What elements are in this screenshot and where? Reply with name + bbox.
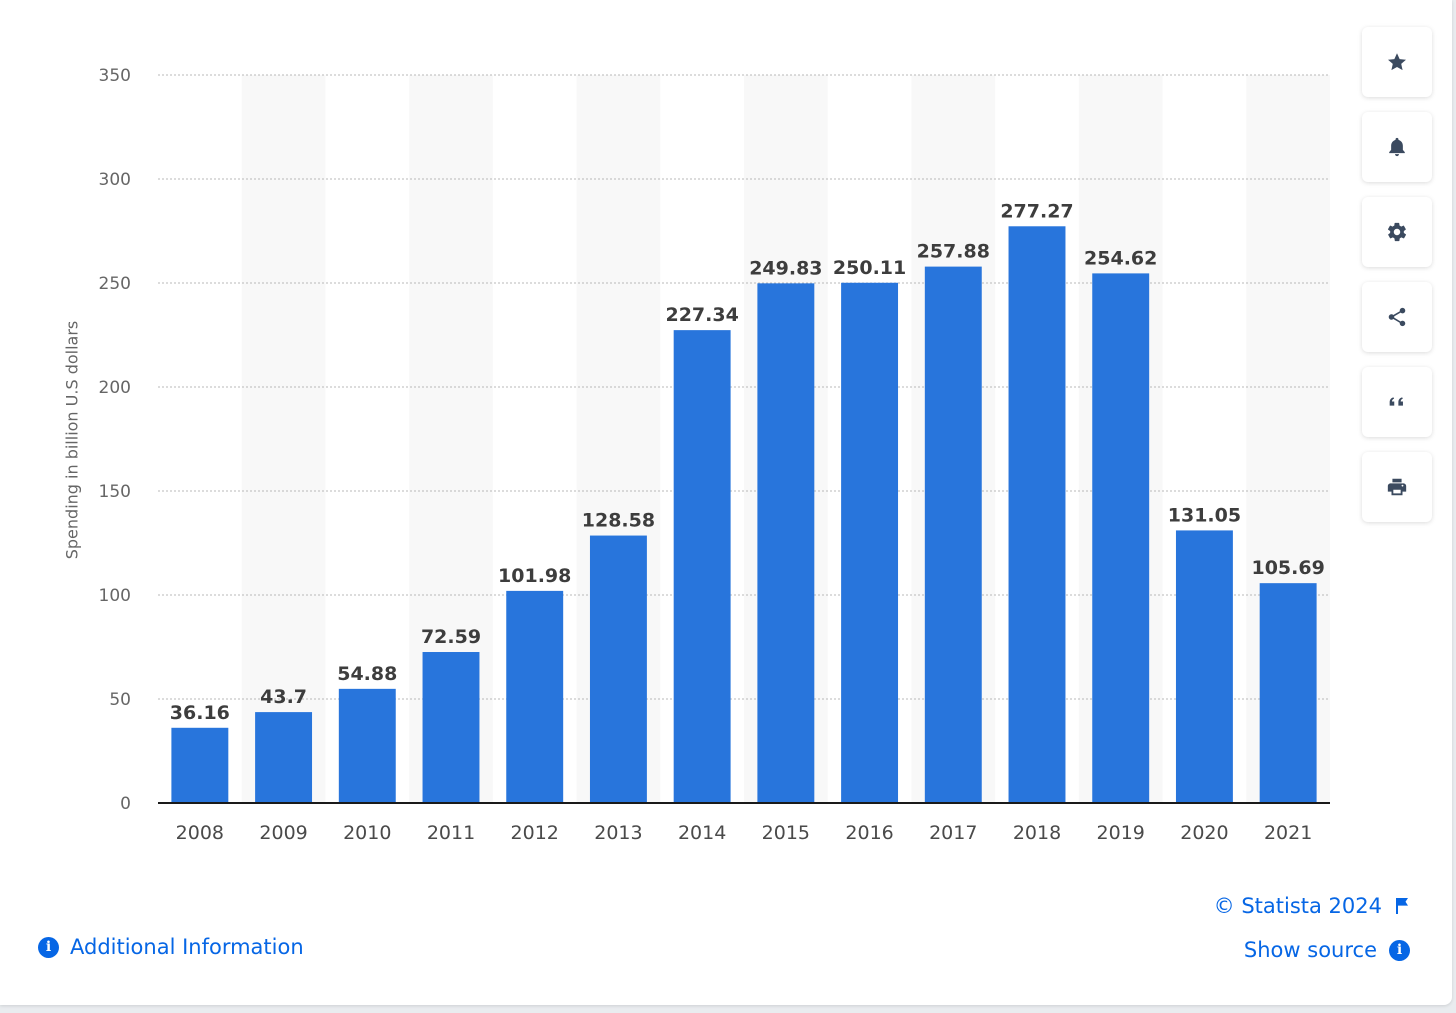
chart-toolbar (1362, 27, 1432, 537)
x-tick-label: 2013 (594, 822, 642, 844)
value-label: 72.59 (421, 626, 481, 648)
bar-2019[interactable] (1092, 273, 1150, 804)
y-tick-label: 150 (99, 482, 131, 502)
show-source-label: Show source (1243, 938, 1377, 962)
notification-button[interactable] (1362, 112, 1432, 182)
bar-2020[interactable] (1175, 530, 1233, 803)
bar-2010[interactable] (338, 688, 396, 803)
copyright-label: © Statista 2024 (1213, 894, 1382, 918)
y-tick-label: 50 (109, 690, 131, 710)
favorite-button[interactable] (1362, 27, 1432, 97)
value-label: 227.34 (665, 304, 738, 326)
y-tick-label: 300 (99, 170, 131, 190)
value-label: 277.27 (1000, 200, 1073, 222)
cite-button[interactable] (1362, 367, 1432, 437)
y-tick-label: 100 (99, 586, 131, 606)
bar-2015[interactable] (757, 283, 815, 803)
x-tick-label: 2009 (259, 822, 307, 844)
bar-2016[interactable] (841, 282, 899, 803)
x-tick-label: 2010 (343, 822, 391, 844)
bar-chart: 0 50 100 150 200 250 300 350 36.16 43.7 54.88 72.5… (99, 66, 1330, 844)
x-tick-label: 2021 (1264, 822, 1312, 844)
show-source-link[interactable]: Show source i (1244, 938, 1410, 962)
value-label: 249.83 (749, 257, 822, 279)
x-tick-label: 2014 (678, 822, 726, 844)
column-band (241, 75, 326, 803)
value-label: 250.11 (833, 257, 906, 279)
bar-2014[interactable] (673, 330, 731, 803)
bell-icon (1389, 137, 1405, 157)
y-tick-label: 200 (99, 378, 131, 398)
printer-icon (1387, 478, 1407, 496)
print-button[interactable] (1362, 452, 1432, 522)
x-axis-ticks: 2008 2009 2010 2011 2012 2013 2014 2015 2016 2017… (176, 822, 1313, 844)
x-tick-label: 2019 (1097, 822, 1145, 844)
x-tick-label: 2016 (845, 822, 893, 844)
flag-icon (1396, 898, 1408, 914)
bar-2009[interactable] (255, 712, 313, 803)
x-tick-label: 2012 (511, 822, 559, 844)
info-icon: i (38, 936, 59, 958)
copyright-link[interactable]: © Statista 2024 (1214, 894, 1410, 918)
info-icon: i (1389, 939, 1410, 961)
value-label: 101.98 (498, 565, 571, 587)
y-tick-label: 350 (99, 66, 131, 86)
bar-2008[interactable] (171, 727, 229, 803)
settings-button[interactable] (1362, 197, 1432, 267)
share-icon (1388, 307, 1406, 327)
bars (171, 226, 1317, 804)
value-label: 54.88 (337, 663, 397, 685)
bar-2021[interactable] (1259, 583, 1317, 803)
y-tick-label: 250 (99, 274, 131, 294)
bar-2017[interactable] (924, 266, 982, 803)
value-label: 105.69 (1251, 557, 1324, 579)
value-label: 128.58 (582, 510, 655, 532)
quote-icon (1389, 397, 1403, 406)
value-labels: 36.16 43.7 54.88 72.59 101.98 128.58 227.34 249… (170, 200, 1325, 724)
y-axis-title: Spending in billion U.S dollars (62, 320, 82, 560)
additional-information-label: Additional Information (70, 935, 304, 959)
additional-information-link[interactable]: i Additional Information (38, 935, 304, 959)
x-tick-label: 2018 (1013, 822, 1061, 844)
star-icon (1388, 53, 1406, 71)
x-tick-label: 2011 (427, 822, 475, 844)
bar-2013[interactable] (589, 535, 647, 803)
y-tick-label: 0 (120, 794, 131, 814)
y-axis-ticks: 0 50 100 150 200 250 300 350 (99, 66, 131, 814)
x-tick-label: 2008 (176, 822, 224, 844)
x-tick-label: 2020 (1180, 822, 1228, 844)
gear-icon (1387, 222, 1407, 242)
bar-2012[interactable] (506, 590, 564, 803)
value-label: 36.16 (170, 702, 230, 724)
x-tick-label: 2017 (929, 822, 977, 844)
value-label: 43.7 (260, 686, 307, 708)
share-button[interactable] (1362, 282, 1432, 352)
value-label: 131.05 (1168, 504, 1241, 526)
value-label: 257.88 (917, 241, 990, 263)
value-label: 254.62 (1084, 247, 1157, 269)
bar-2011[interactable] (422, 652, 480, 803)
x-tick-label: 2015 (762, 822, 810, 844)
bar-2018[interactable] (1008, 226, 1066, 804)
